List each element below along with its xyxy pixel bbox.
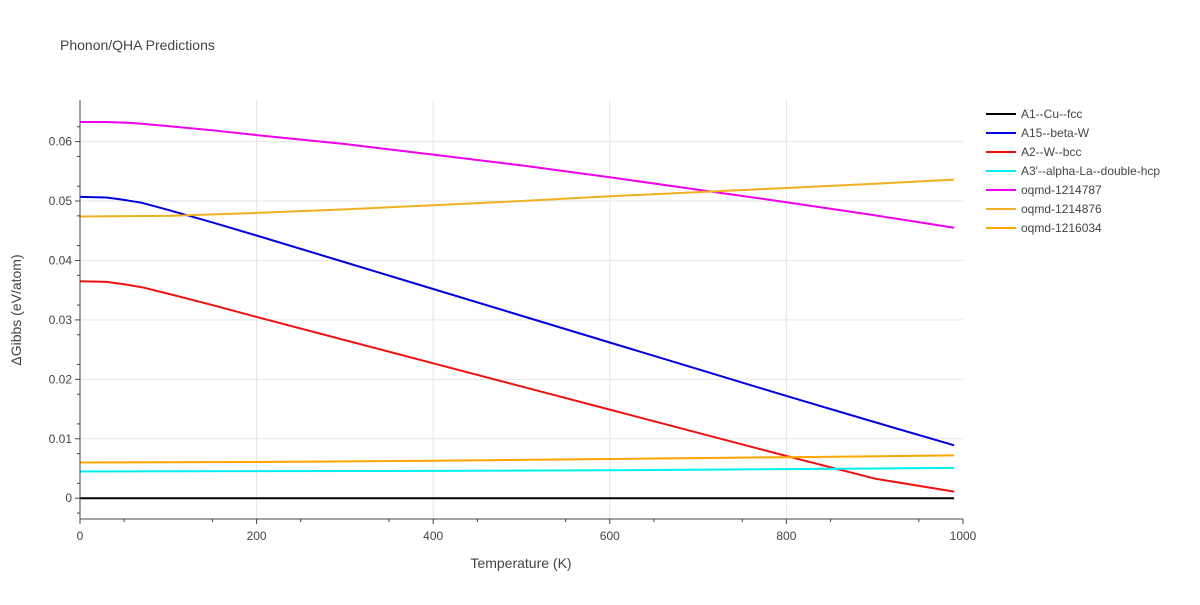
legend-item[interactable]: oqmd-1214876 [986, 202, 1102, 216]
legend-item[interactable]: oqmd-1216034 [986, 221, 1102, 235]
legend-item[interactable]: oqmd-1214787 [986, 183, 1102, 197]
axis-layer: 0 200 400 600 800 1000 0 0.01 0.02 0.03 0.04 0.05 0.… [49, 100, 977, 543]
x-tick-label: 1000 [950, 529, 977, 543]
series-layer [79, 120, 955, 500]
legend-label: A3'--alpha-La--double-hcp [1021, 164, 1160, 178]
x-tick-label: 800 [776, 529, 796, 543]
legend-item[interactable]: A15--beta-W [986, 126, 1090, 140]
legend-label: oqmd-1214876 [1021, 202, 1102, 216]
legend-label: A2--W--bcc [1021, 145, 1081, 159]
legend-label: A1--Cu--fcc [1021, 107, 1082, 121]
y-tick-label: 0.04 [49, 253, 73, 267]
x-axis-title: Temperature (K) [470, 555, 571, 571]
y-tick-label: 0.02 [49, 372, 73, 386]
series-line-6 [79, 178, 955, 218]
legend: A1--Cu--fcc A15--beta-W A2--W--bcc A3'--alp… [986, 107, 1160, 235]
x-tick-label: 0 [77, 529, 84, 543]
legend-item[interactable]: A2--W--bcc [986, 145, 1081, 159]
series-line-4 [79, 466, 955, 473]
legend-item[interactable]: A1--Cu--fcc [986, 107, 1082, 121]
x-tick-label: 200 [247, 529, 267, 543]
y-tick-label: 0 [65, 491, 72, 505]
legend-label: oqmd-1216034 [1021, 221, 1102, 235]
legend-item[interactable]: A3'--alpha-La--double-hcp [986, 164, 1160, 178]
y-axis-title: ΔGibbs (eV/atom) [8, 254, 24, 365]
y-tick-label: 0.03 [49, 313, 73, 327]
series-line-7 [79, 454, 955, 464]
y-tick-label: 0.06 [49, 135, 73, 149]
series-line-2 [79, 195, 955, 447]
series-line-3 [79, 280, 955, 493]
legend-label: A15--beta-W [1021, 126, 1090, 140]
y-tick-label: 0.05 [49, 194, 73, 208]
chart-title: Phonon/QHA Predictions [60, 37, 215, 53]
legend-label: oqmd-1214787 [1021, 183, 1102, 197]
y-tick-label: 0.01 [49, 432, 73, 446]
x-tick-label: 600 [600, 529, 620, 543]
series-line-5 [80, 120, 955, 229]
x-tick-label: 400 [423, 529, 443, 543]
